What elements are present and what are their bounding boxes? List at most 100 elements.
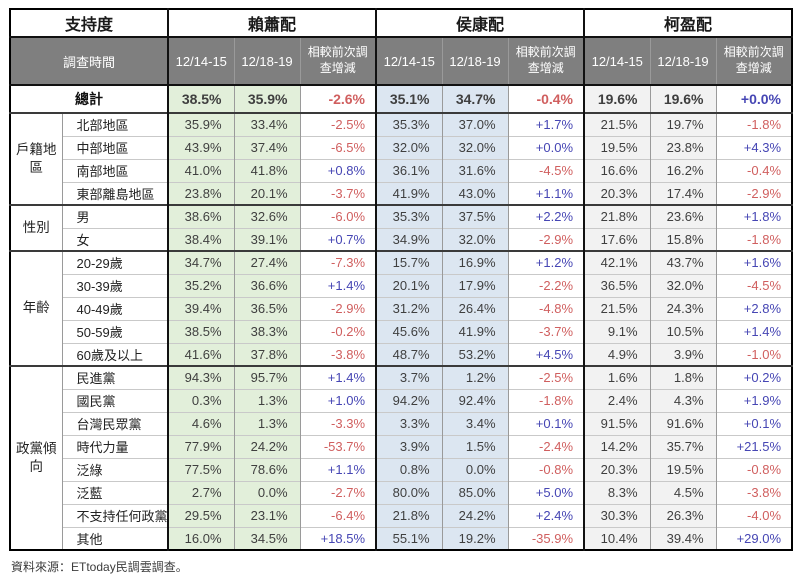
- data-cell: +29.0%: [715, 526, 793, 550]
- data-cell: 1.8%: [649, 365, 717, 389]
- data-cell: 37.0%: [441, 112, 509, 136]
- data-cell: 17.4%: [649, 181, 717, 205]
- category-label: 戶籍地區: [9, 112, 62, 205]
- data-cell: 16.6%: [583, 158, 651, 182]
- data-cell: -0.4%: [715, 158, 793, 182]
- data-cell: 35.7%: [649, 434, 717, 458]
- data-cell: 77.5%: [167, 457, 235, 481]
- data-cell: 0.0%: [233, 480, 301, 504]
- data-cell: 3.3%: [375, 411, 443, 435]
- data-cell: -3.7%: [299, 181, 377, 205]
- data-cell: -35.9%: [507, 526, 585, 550]
- data-cell: 41.9%: [441, 319, 509, 343]
- data-cell: 19.6%: [649, 84, 717, 113]
- data-cell: 34.5%: [233, 526, 301, 550]
- group-header-hou: 侯康配: [375, 8, 585, 37]
- data-cell: -2.9%: [715, 181, 793, 205]
- data-cell: 24.2%: [233, 434, 301, 458]
- data-cell: 20.3%: [583, 457, 651, 481]
- data-cell: 14.2%: [583, 434, 651, 458]
- data-cell: 34.9%: [375, 227, 443, 251]
- data-cell: 45.6%: [375, 319, 443, 343]
- data-cell: 17.9%: [441, 273, 509, 297]
- data-cell: 9.1%: [583, 319, 651, 343]
- data-cell: +2.4%: [507, 503, 585, 527]
- data-cell: 3.9%: [649, 342, 717, 366]
- data-cell: 19.5%: [583, 135, 651, 159]
- table-row: 南部地區 41.0% 41.8% +0.8% 36.1% 31.6% -4.5% 16.6% 1…: [10, 158, 793, 182]
- data-cell: -0.8%: [715, 457, 793, 481]
- data-cell: 85.0%: [441, 480, 509, 504]
- data-cell: 1.3%: [233, 388, 301, 412]
- data-cell: 23.8%: [167, 181, 235, 205]
- data-cell: 92.4%: [441, 388, 509, 412]
- data-cell: +1.0%: [299, 388, 377, 412]
- data-cell: 4.3%: [649, 388, 717, 412]
- poll-table: 支持度 賴蕭配 侯康配 柯盈配 調查時間 12/14-15 12/18-19 相…: [9, 8, 794, 551]
- table-row: 國民黨 0.3% 1.3% +1.0% 94.2% 92.4% -1.8% 2.4% 4.3% +…: [10, 388, 793, 412]
- row-label: 女: [61, 227, 169, 251]
- data-cell: 38.5%: [167, 84, 235, 113]
- row-label: 北部地區: [61, 112, 169, 136]
- data-cell: 2.7%: [167, 480, 235, 504]
- col-header-date-1: 12/14-15: [167, 36, 235, 86]
- data-cell: 32.0%: [649, 273, 717, 297]
- data-cell: +1.7%: [507, 112, 585, 136]
- data-cell: -1.0%: [715, 342, 793, 366]
- data-cell: 94.3%: [167, 365, 235, 389]
- table-row: 30-39歲 35.2% 36.6% +1.4% 20.1% 17.9% -2.2% 36.5…: [10, 273, 793, 297]
- data-cell: 10.5%: [649, 319, 717, 343]
- table-row: 台灣民眾黨 4.6% 1.3% -3.3% 3.3% 3.4% +0.1% 91.5% 91.6…: [10, 411, 793, 435]
- data-cell: -1.8%: [507, 388, 585, 412]
- data-cell: 38.6%: [167, 204, 235, 228]
- data-cell: -0.2%: [299, 319, 377, 343]
- data-cell: 43.7%: [649, 250, 717, 274]
- data-cell: 20.3%: [583, 181, 651, 205]
- data-cell: 78.6%: [233, 457, 301, 481]
- row-label: 60歲及以上: [61, 342, 169, 366]
- data-cell: 10.4%: [583, 526, 651, 550]
- data-cell: 31.6%: [441, 158, 509, 182]
- table-row: 戶籍地區 北部地區 35.9% 33.4% -2.5% 35.3% 37.0% +1.7% 21…: [9, 112, 793, 205]
- data-cell: +5.0%: [507, 480, 585, 504]
- data-cell: +0.1%: [507, 411, 585, 435]
- row-label: 時代力量: [61, 434, 169, 458]
- col-header-change: 相較前次調查增減: [299, 36, 377, 86]
- data-cell: 26.4%: [441, 296, 509, 320]
- data-cell: -6.5%: [299, 135, 377, 159]
- data-cell: 19.7%: [649, 112, 717, 136]
- group-header-ko: 柯盈配: [583, 8, 793, 37]
- data-cell: 20.1%: [375, 273, 443, 297]
- table-row: 40-49歲 39.4% 36.5% -2.9% 31.2% 26.4% -4.8% 21.5…: [10, 296, 793, 320]
- data-cell: 34.7%: [167, 250, 235, 274]
- data-cell: -6.4%: [299, 503, 377, 527]
- data-cell: 4.9%: [583, 342, 651, 366]
- data-cell: 23.6%: [649, 204, 717, 228]
- total-row: 總計 38.5% 35.9% -2.6% 35.1% 34.7% -0.4% 19.6% 19.…: [9, 84, 793, 113]
- data-cell: 41.9%: [375, 181, 443, 205]
- data-cell: 1.3%: [233, 411, 301, 435]
- data-cell: 94.2%: [375, 388, 443, 412]
- header-time-label: 調查時間: [9, 36, 169, 86]
- data-cell: 55.1%: [375, 526, 443, 550]
- data-cell: -0.4%: [507, 84, 585, 113]
- data-cell: +4.5%: [507, 342, 585, 366]
- table-row: 其他 16.0% 34.5% +18.5% 55.1% 19.2% -35.9% 10.4% 3…: [10, 526, 793, 550]
- data-cell: 3.7%: [375, 365, 443, 389]
- data-cell: 48.7%: [375, 342, 443, 366]
- data-cell: +1.8%: [715, 204, 793, 228]
- data-cell: 16.0%: [167, 526, 235, 550]
- data-cell: 1.5%: [441, 434, 509, 458]
- data-cell: 33.4%: [233, 112, 301, 136]
- row-label: 民進黨: [61, 365, 169, 389]
- data-cell: +1.2%: [507, 250, 585, 274]
- data-cell: 32.0%: [441, 227, 509, 251]
- data-cell: 32.0%: [375, 135, 443, 159]
- data-cell: 15.8%: [649, 227, 717, 251]
- data-cell: 31.2%: [375, 296, 443, 320]
- data-cell: 16.2%: [649, 158, 717, 182]
- data-cell: -3.7%: [507, 319, 585, 343]
- total-label: 總計: [9, 84, 169, 113]
- data-cell: +0.1%: [715, 411, 793, 435]
